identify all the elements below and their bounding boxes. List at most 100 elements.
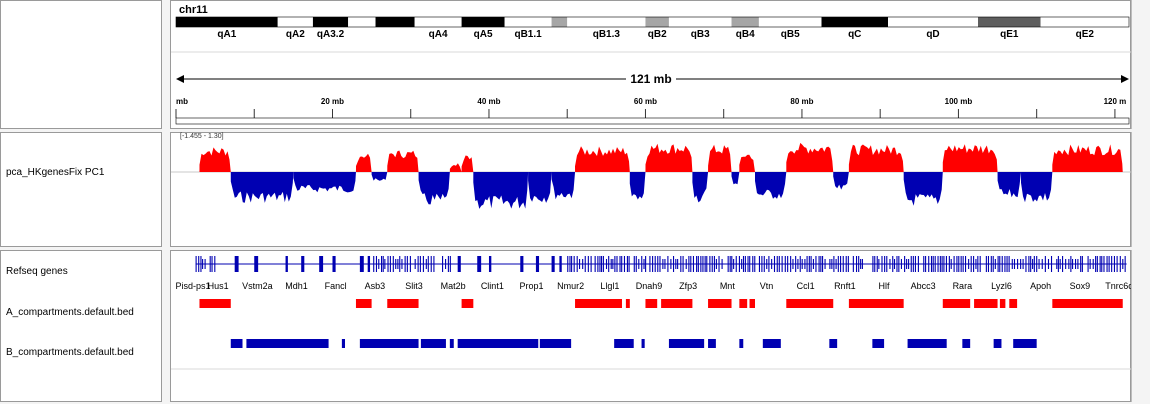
- gene-feature: [908, 259, 910, 269]
- gene-feature: [690, 256, 692, 272]
- gene-feature: [652, 256, 654, 272]
- gene-label: Fancl: [325, 281, 347, 291]
- gene-feature: [994, 259, 996, 269]
- ruler-svg: qA1 qA2 qA3.2 qA4 qA5 qB1.1 qB1.3 qB2 qB3 qB4 qB5 q…: [171, 16, 1132, 125]
- gene-feature: [576, 256, 578, 272]
- gene-feature: [733, 259, 735, 269]
- gene-feature: [427, 256, 429, 272]
- b-compartment-block: [539, 339, 572, 348]
- b-compartment-block: [1013, 339, 1037, 348]
- gene-feature: [605, 259, 608, 269]
- gene-feature: [675, 259, 677, 269]
- gene-feature: [715, 259, 717, 269]
- ruler-tick-label: 60 mb: [634, 97, 657, 106]
- gene-feature: [367, 256, 371, 272]
- gene-feature: [399, 256, 401, 272]
- gene-feature: [1041, 259, 1043, 269]
- gene-feature: [409, 256, 411, 272]
- features-scroll-strip[interactable]: [1131, 250, 1147, 402]
- gene-feature: [594, 256, 596, 272]
- gene-label: Vtn: [760, 281, 774, 291]
- a-compartment-block: [739, 299, 748, 308]
- gene-feature: [795, 256, 797, 272]
- gene-feature: [876, 256, 878, 272]
- gene-feature: [202, 259, 204, 269]
- gene-feature: [1006, 256, 1008, 272]
- gene-label: Clint1: [481, 281, 504, 291]
- gene-label: Hlf: [879, 281, 890, 291]
- features-data-panel[interactable]: Pisd-ps1 Hus1 Vstm2a Mdh1 Fancl Asb3 Slit3 Mat2…: [170, 250, 1132, 402]
- pca-negative-segment: [754, 172, 787, 199]
- gene-feature: [820, 256, 822, 272]
- gene-feature: [200, 256, 202, 272]
- gene-feature: [939, 256, 941, 272]
- ruler-scroll-strip[interactable]: [1131, 0, 1147, 129]
- gene-feature: [628, 256, 630, 272]
- gene-feature: [943, 256, 945, 272]
- gene-feature: [874, 256, 876, 272]
- pca-positive-segment: [786, 142, 834, 172]
- cytoband-label: qA2: [286, 29, 305, 40]
- pca-negative-segment: [731, 172, 740, 185]
- gene-feature: [1095, 256, 1097, 272]
- a-compartment-block: [848, 299, 904, 308]
- gene-feature: [1092, 259, 1094, 269]
- gene-label: Zfp3: [679, 281, 697, 291]
- gene-feature: [700, 256, 702, 272]
- compA-track-name[interactable]: A_compartments.default.bed: [6, 307, 134, 318]
- gene-feature: [752, 256, 754, 272]
- gene-feature: [1124, 256, 1126, 272]
- gene-label: Abcc3: [911, 281, 936, 291]
- gene-feature: [818, 256, 820, 272]
- gene-feature: [419, 256, 421, 272]
- gene-feature: [970, 256, 972, 272]
- gene-feature: [621, 256, 623, 272]
- pca-data-panel[interactable]: [-1.455 - 1.30]: [170, 132, 1132, 247]
- gene-feature: [657, 256, 659, 272]
- gene-feature: [973, 256, 975, 272]
- gene-feature: [457, 256, 461, 272]
- gene-feature: [551, 256, 555, 272]
- gene-feature: [804, 259, 806, 269]
- cytoband: [567, 17, 646, 27]
- gene-feature: [401, 259, 403, 269]
- ruler-panel[interactable]: chr11 qA1 qA2 qA3.2 qA4 qA5 qB1.1 qB1.3 qB2 qB3 q…: [170, 0, 1132, 129]
- gene-feature: [824, 259, 826, 269]
- gene-feature: [1103, 256, 1105, 272]
- pca-track-name[interactable]: pca_HKgenesFix PC1: [6, 167, 105, 178]
- a-compartment-block: [461, 299, 474, 308]
- gene-feature: [773, 256, 776, 272]
- gene-feature: [738, 256, 740, 272]
- gene-feature: [914, 256, 916, 272]
- gene-feature: [662, 259, 664, 269]
- gene-feature: [917, 256, 919, 272]
- b-compartment-block: [708, 339, 716, 348]
- refseq-track-name[interactable]: Refseq genes: [6, 266, 68, 277]
- gene-feature: [1028, 256, 1030, 272]
- gene-feature: [635, 256, 637, 272]
- pca-scroll-strip[interactable]: [1131, 132, 1147, 247]
- ruler-tick-label: 20 mb: [321, 97, 344, 106]
- pca-negative-segment: [371, 172, 388, 181]
- pca-positive-segment: [355, 153, 372, 172]
- gene-feature: [881, 256, 883, 272]
- a-compartment-block: [387, 299, 419, 308]
- gene-feature: [382, 256, 384, 272]
- gene-feature: [380, 256, 383, 272]
- compB-track-name[interactable]: B_compartments.default.bed: [6, 347, 134, 358]
- gene-label: Sox9: [1070, 281, 1091, 291]
- features-name-panel[interactable]: Refseq genes A_compartments.default.bed …: [0, 250, 162, 402]
- gene-feature: [623, 256, 626, 272]
- gene-feature: [1108, 256, 1110, 272]
- a-compartment-block: [199, 299, 231, 308]
- chromosome-label[interactable]: chr11: [179, 4, 208, 16]
- gene-feature: [950, 259, 952, 269]
- gene-feature: [992, 256, 994, 272]
- pca-name-panel[interactable]: pca_HKgenesFix PC1: [0, 132, 162, 247]
- gene-feature: [928, 256, 930, 272]
- gene-label: Nmur2: [557, 281, 584, 291]
- a-compartment-block: [355, 299, 372, 308]
- gene-feature: [801, 259, 803, 269]
- gene-feature: [234, 256, 239, 272]
